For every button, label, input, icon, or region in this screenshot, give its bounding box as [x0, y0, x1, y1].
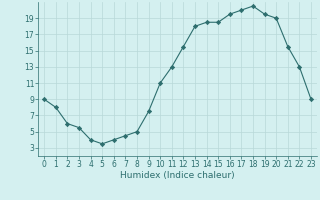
X-axis label: Humidex (Indice chaleur): Humidex (Indice chaleur) — [120, 171, 235, 180]
